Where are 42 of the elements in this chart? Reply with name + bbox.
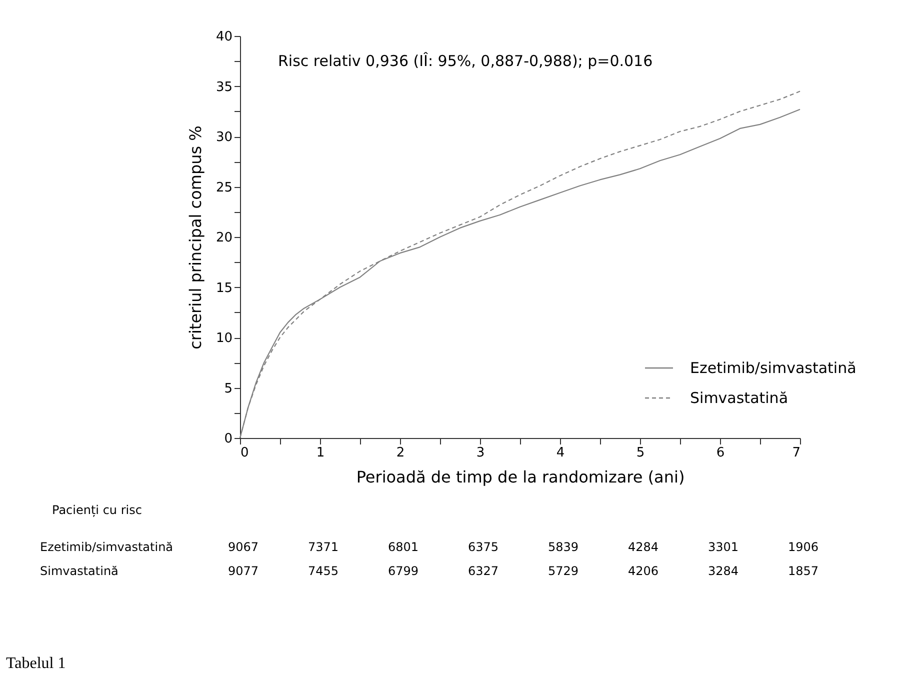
x-tick-label: 5	[636, 446, 645, 460]
text: 9077	[228, 564, 259, 578]
text: 3301	[708, 540, 739, 554]
x-axis-title: Perioadă de timp de la randomizare (ani)	[356, 468, 685, 486]
x-tick-label: 7	[792, 446, 800, 460]
y-tick-label: 30	[216, 130, 232, 145]
text: 4206	[628, 564, 659, 578]
x-tick-label: 0	[240, 446, 249, 460]
text: 1906	[788, 540, 819, 554]
text: 6375	[468, 540, 499, 554]
text: 5839	[548, 540, 579, 554]
x-tick-label: 4	[556, 446, 565, 460]
text: Simvastatină	[40, 564, 118, 578]
y-tick-label: 5	[224, 381, 232, 396]
y-tick-label: 40	[216, 30, 232, 44]
text: 3284	[708, 564, 739, 578]
text: 6801	[388, 540, 419, 554]
y-tick-label: 20	[216, 230, 232, 246]
text: 5729	[548, 564, 579, 578]
text: Tabelul 1	[6, 655, 66, 672]
text: Pacienți cu risc	[52, 503, 142, 517]
annotation: Risc relativ 0,936 (IÎ: 95%, 0,887-0,988); p=0.016	[278, 52, 653, 70]
text: 4284	[628, 540, 659, 554]
x-tick-label: 2	[396, 446, 405, 460]
legend-label: Simvastatină	[690, 389, 788, 407]
text: 1857	[788, 564, 819, 578]
text: 7371	[308, 540, 339, 554]
text: 9067	[228, 540, 259, 554]
y-tick-label: 15	[216, 280, 232, 296]
text: 6327	[468, 564, 499, 578]
x-tick-label: 1	[316, 446, 325, 460]
y-tick-label: 35	[216, 80, 232, 95]
x-tick-label: 3	[476, 446, 485, 460]
legend-label: Ezetimib/simvastatină	[690, 359, 856, 377]
y-axis-title: criteriul principal compus %	[186, 126, 205, 350]
text: Ezetimib/simvastatină	[40, 540, 174, 554]
text: 7455	[308, 564, 339, 578]
x-tick-label: 6	[716, 446, 725, 460]
y-tick-label: 25	[216, 180, 232, 196]
y-tick-label: 10	[216, 331, 232, 346]
text: 6799	[388, 564, 419, 578]
y-tick-label: 0	[224, 432, 232, 446]
